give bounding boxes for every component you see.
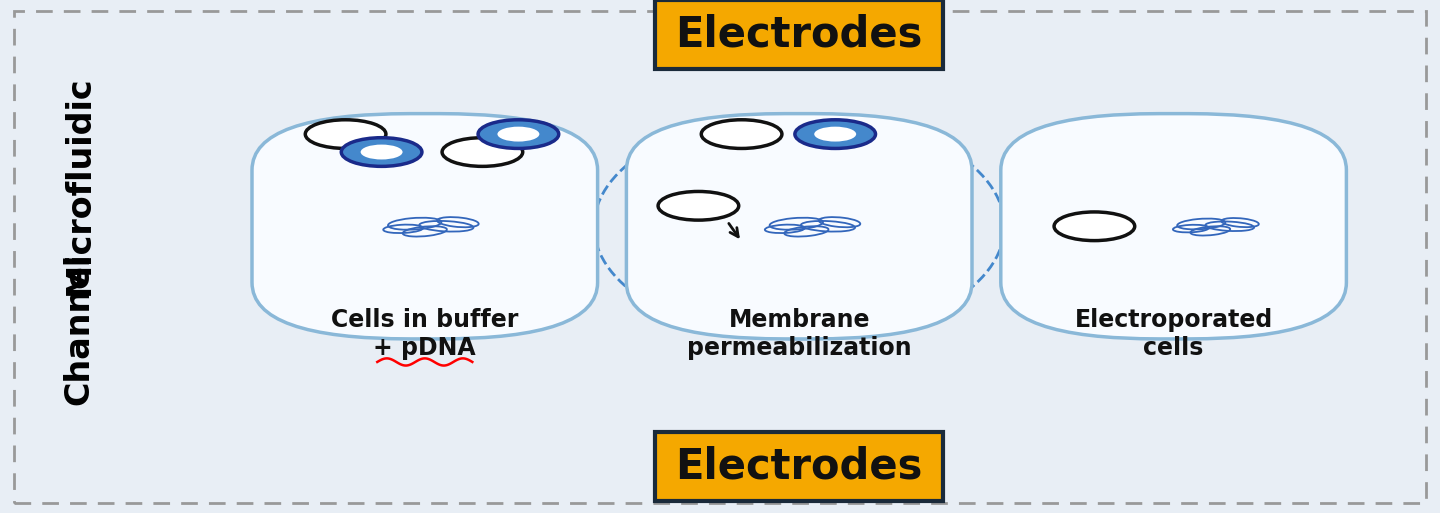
Circle shape — [478, 120, 559, 148]
FancyBboxPatch shape — [1001, 114, 1346, 339]
Circle shape — [701, 120, 782, 148]
Circle shape — [1054, 212, 1135, 241]
FancyBboxPatch shape — [14, 11, 1426, 503]
Text: Microfluidic: Microfluidic — [63, 75, 95, 295]
Circle shape — [814, 127, 857, 142]
Circle shape — [497, 127, 540, 142]
Text: Membrane
permeabilization: Membrane permeabilization — [687, 308, 912, 360]
FancyBboxPatch shape — [655, 432, 943, 502]
Text: Electrodes: Electrodes — [675, 446, 923, 488]
Text: Electroporated
cells: Electroporated cells — [1074, 308, 1273, 360]
Circle shape — [305, 120, 386, 148]
Circle shape — [442, 137, 523, 166]
FancyBboxPatch shape — [626, 114, 972, 339]
Text: Electrodes: Electrodes — [675, 13, 923, 55]
Circle shape — [341, 137, 422, 166]
Text: Channel: Channel — [63, 252, 95, 405]
Circle shape — [360, 145, 403, 160]
Circle shape — [658, 191, 739, 220]
Text: Cells in buffer
+ pDNA: Cells in buffer + pDNA — [331, 308, 518, 360]
FancyBboxPatch shape — [655, 0, 943, 69]
FancyBboxPatch shape — [252, 114, 598, 339]
Circle shape — [795, 120, 876, 148]
